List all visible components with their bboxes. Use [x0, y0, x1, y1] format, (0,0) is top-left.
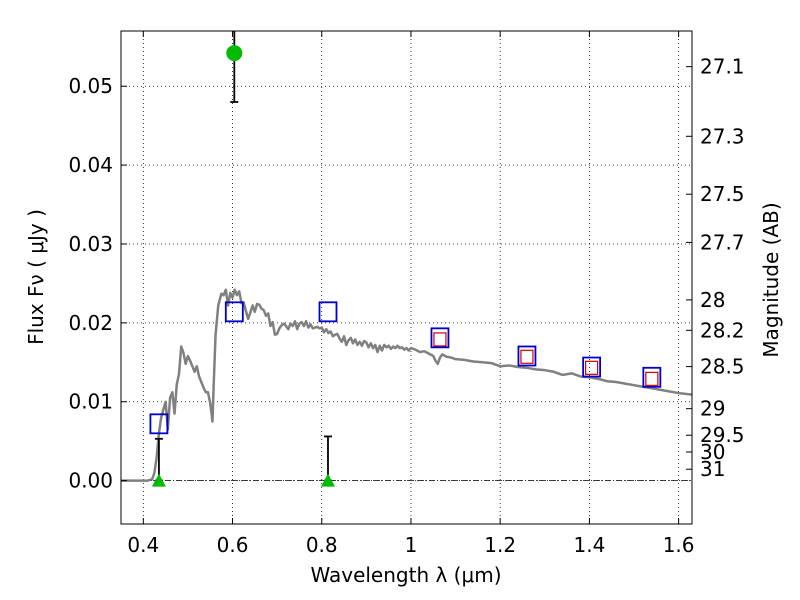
x-tick-label: 0.4	[127, 533, 159, 557]
y-tick-label: 0.05	[68, 74, 113, 98]
observed-flux-marker	[224, 301, 244, 323]
series-layer	[121, 31, 692, 487]
detection-point	[226, 45, 243, 62]
observed-flux-marker	[517, 345, 537, 367]
y-tick-label: 0.03	[68, 232, 113, 256]
y-axis: 0.00 0.01 0.02 0.03 0.04 0.05	[68, 74, 127, 493]
x-tick-label: 1.2	[484, 533, 516, 557]
upper-limit-marker	[151, 473, 166, 487]
x-tick-label: 1	[405, 533, 418, 557]
x-tick-label: 0.6	[217, 533, 249, 557]
y2-tick-label: 27.3	[700, 124, 745, 148]
y-tick-label: 0.04	[68, 153, 113, 177]
y2-tick-label: 28.2	[700, 318, 745, 342]
upper-limit-marker	[320, 473, 335, 487]
x-tick-label: 1.6	[663, 533, 695, 557]
y2-tick-label: 28.5	[700, 355, 745, 379]
x-axis-title: Wavelength λ (μm)	[310, 563, 501, 587]
observed-flux-marker	[149, 413, 169, 435]
y-axis-title: Flux Fν ( μJy )	[24, 209, 48, 345]
model-flux-marker	[433, 332, 447, 347]
y2-tick-label: 30	[700, 440, 725, 464]
y2-tick-label: 31	[700, 457, 725, 481]
y2-tick-label: 27.7	[700, 230, 745, 254]
y2-tick-label: 29.5	[700, 423, 745, 447]
observed-flux-marker	[582, 356, 602, 378]
x-axis: 0.4 0.6 0.8 1 1.2 1.4 1.6	[127, 31, 695, 557]
y2-tick-label: 27.1	[700, 55, 745, 79]
y-tick-label: 0.02	[68, 311, 113, 335]
model-flux-marker	[520, 349, 534, 364]
y2-tick-label: 28	[700, 288, 725, 312]
model-spectrum-line	[121, 288, 692, 482]
observed-flux-marker	[642, 366, 662, 388]
y2-tick-label: 29	[700, 397, 725, 421]
y2-tick-label: 27.5	[700, 182, 745, 206]
plot-background	[121, 31, 692, 524]
x-tick-label: 1.4	[573, 533, 605, 557]
y-tick-label: 0.01	[68, 390, 113, 414]
model-flux-marker	[585, 360, 599, 375]
model-flux-marker	[645, 371, 659, 386]
y2-axis-title: Magnitude (AB)	[759, 202, 783, 357]
observed-flux-marker	[318, 301, 338, 323]
x-tick-label: 0.8	[306, 533, 338, 557]
observed-flux-marker	[430, 327, 450, 349]
plot-frame	[120, 30, 693, 525]
y-tick-label: 0.00	[68, 469, 113, 493]
